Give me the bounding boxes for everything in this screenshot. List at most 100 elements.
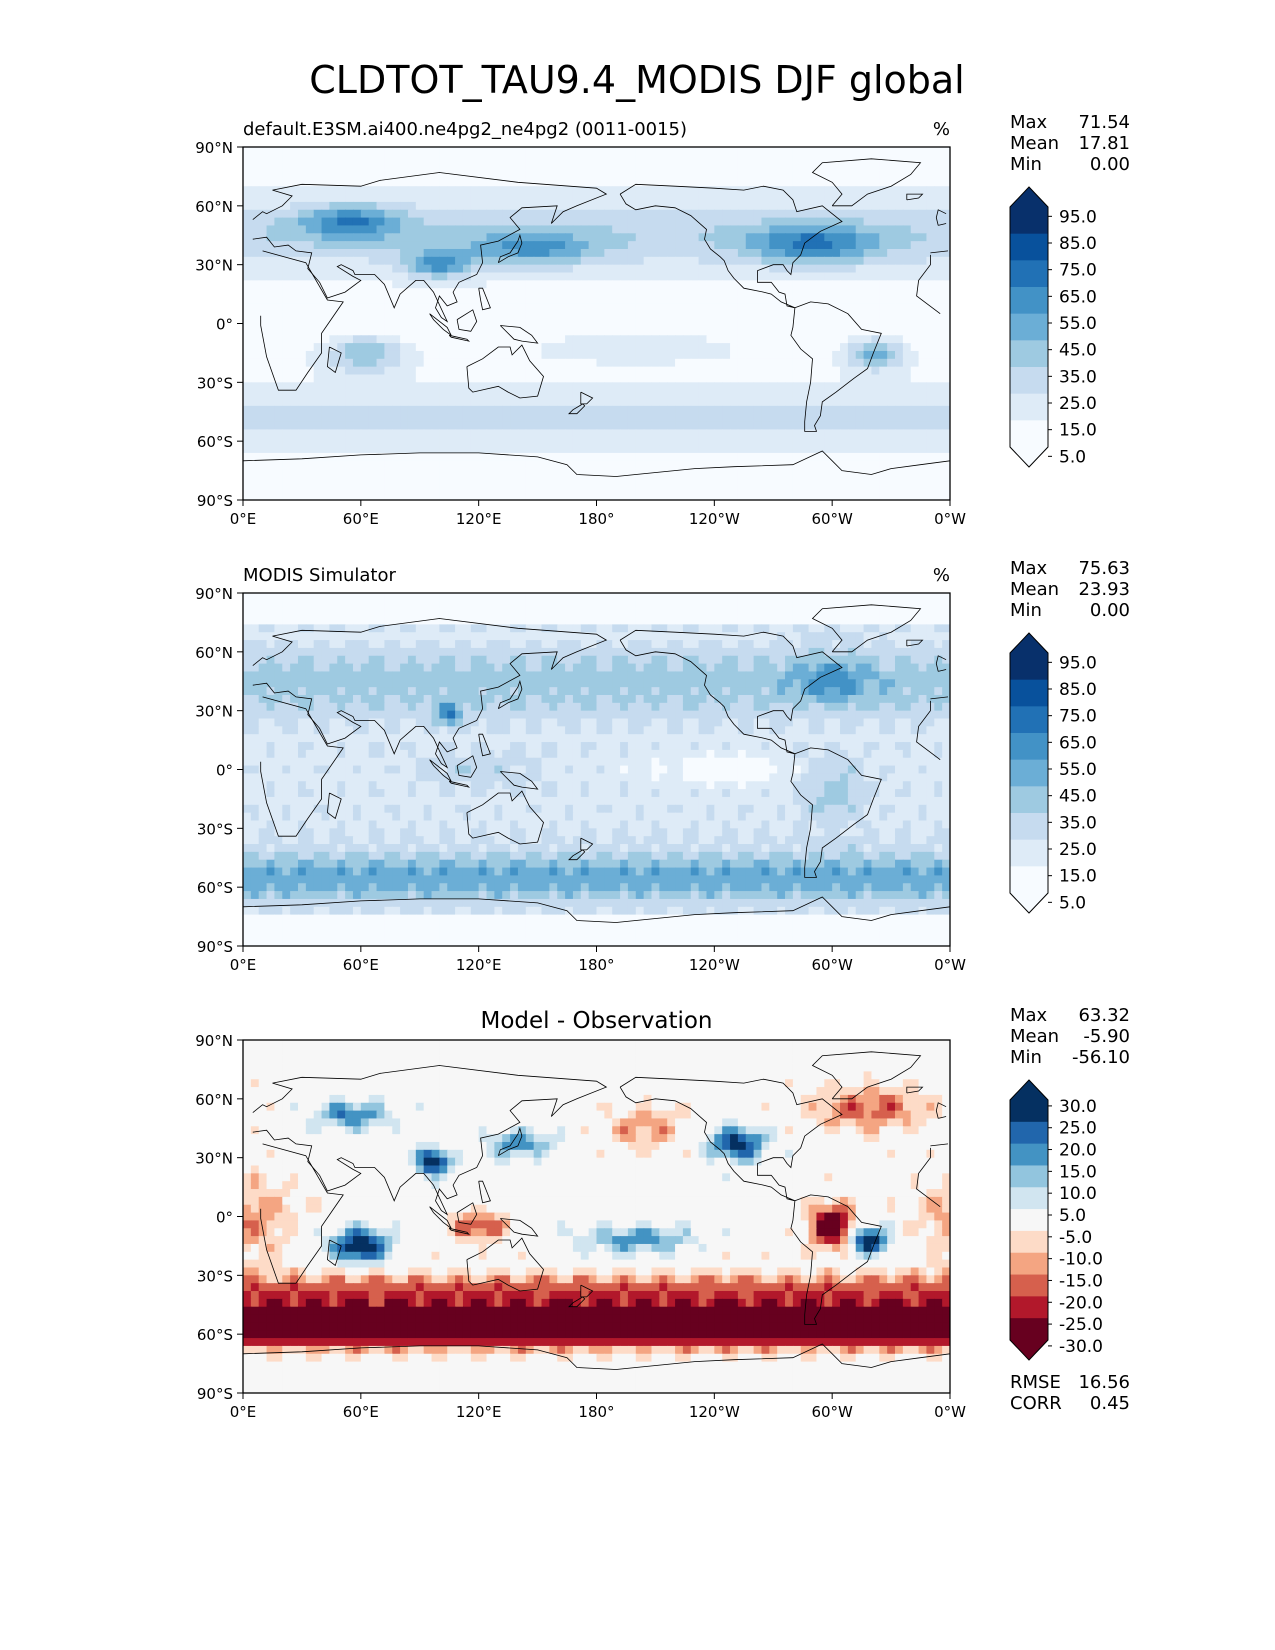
heatmap-cell [769, 350, 778, 360]
heatmap-cell [643, 468, 653, 478]
heatmap-cell [297, 640, 307, 649]
heatmap-cell [840, 217, 849, 227]
heatmap-cell [910, 264, 920, 274]
heatmap-cell [502, 311, 511, 321]
heatmap-cell [737, 170, 747, 179]
heatmap-cell [470, 640, 480, 649]
heatmap-cell [910, 593, 920, 602]
heatmap-cell [345, 154, 354, 164]
heatmap-cell [580, 600, 590, 610]
heatmap-cell [376, 429, 385, 438]
heatmap-cell [431, 468, 440, 478]
heatmap-cell [588, 147, 598, 156]
heatmap-cell [800, 390, 810, 399]
heatmap-cell [431, 452, 440, 462]
heatmap-cell [329, 256, 338, 266]
heatmap-cell [722, 616, 731, 625]
heatmap-cell [863, 343, 873, 352]
heatmap-cell [808, 288, 818, 297]
heatmap-cell [525, 264, 535, 274]
heatmap-cell [730, 460, 739, 470]
heatmap-cell [565, 335, 574, 344]
heatmap-cell [313, 398, 323, 407]
heatmap-cell [745, 429, 755, 438]
heatmap-cell [863, 593, 873, 602]
heatmap-cell [400, 374, 409, 383]
heatmap-cell [698, 593, 708, 602]
heatmap-cell [297, 366, 307, 376]
heatmap-cell [525, 655, 535, 665]
heatmap-cell [541, 154, 550, 164]
heatmap-cell [840, 452, 849, 462]
heatmap-cell [329, 303, 338, 313]
heatmap-cell [800, 343, 810, 352]
heatmap-cell [321, 256, 331, 266]
heatmap-cell [800, 296, 810, 305]
coastline [252, 172, 949, 323]
heatmap-cell [612, 280, 621, 289]
heatmap-cell [525, 382, 535, 391]
coastline [478, 287, 491, 311]
heatmap-cell [769, 382, 778, 391]
heatmap-cell [243, 154, 252, 164]
heatmap-cell [769, 484, 778, 493]
heatmap-cell [887, 374, 896, 383]
heatmap-cell [352, 429, 362, 438]
heatmap-cell [580, 632, 590, 641]
heatmap-cell [737, 209, 747, 219]
heatmap-cell [824, 170, 833, 179]
heatmap-cell [879, 445, 888, 454]
heatmap-cell [659, 366, 668, 376]
heatmap-cell [549, 382, 558, 391]
heatmap-cell [910, 616, 920, 625]
lon-tick-label: 120°E [456, 510, 502, 528]
heatmap-cell [439, 296, 448, 305]
heatmap-cell [667, 303, 676, 313]
heatmap-cell [800, 272, 810, 281]
heatmap-cell [580, 437, 590, 446]
heatmap-cell [305, 154, 315, 164]
heatmap-cell [455, 374, 464, 383]
heatmap-cell [478, 248, 488, 258]
heatmap-cell [840, 632, 849, 641]
heatmap-cell [549, 608, 558, 618]
heatmap-cell [313, 476, 323, 485]
heatmap-cell [478, 624, 488, 633]
heatmap-cell [478, 319, 488, 329]
heatmap-cell [659, 256, 668, 266]
heatmap-cell [895, 178, 904, 187]
heatmap-cell [297, 616, 307, 625]
heatmap-cell [824, 248, 833, 258]
heatmap-cell [737, 484, 747, 493]
heatmap-cell [250, 147, 260, 156]
heatmap-cell [777, 390, 786, 399]
heatmap-cell [384, 616, 393, 625]
heatmap-cell [352, 492, 362, 500]
heatmap-cell [690, 600, 700, 610]
heatmap-cell [942, 366, 950, 376]
heatmap-cell [478, 358, 488, 368]
heatmap-cell [557, 225, 566, 234]
heatmap-cell [659, 445, 668, 454]
heatmap-cell [785, 445, 794, 454]
heatmap-cell [832, 241, 841, 250]
heatmap-cell [243, 350, 252, 360]
heatmap-cell [243, 217, 252, 227]
heatmap-cell [274, 358, 283, 368]
heatmap-cell [415, 335, 425, 344]
heatmap-cell [352, 632, 362, 641]
heatmap-cell [494, 476, 503, 485]
heatmap-cell [572, 492, 582, 500]
heatmap-cell [305, 366, 315, 376]
heatmap-cell [620, 616, 629, 625]
heatmap-cell [840, 445, 849, 454]
heatmap-cell [926, 452, 935, 462]
heatmap-cell [840, 343, 849, 352]
heatmap-cell [360, 178, 370, 187]
heatmap-cell [439, 382, 448, 391]
heatmap-cell [305, 272, 315, 281]
heatmap-cell [407, 640, 417, 649]
heatmap-cell [745, 624, 755, 633]
heatmap-cell [510, 600, 519, 610]
heatmap-cell [250, 162, 260, 172]
